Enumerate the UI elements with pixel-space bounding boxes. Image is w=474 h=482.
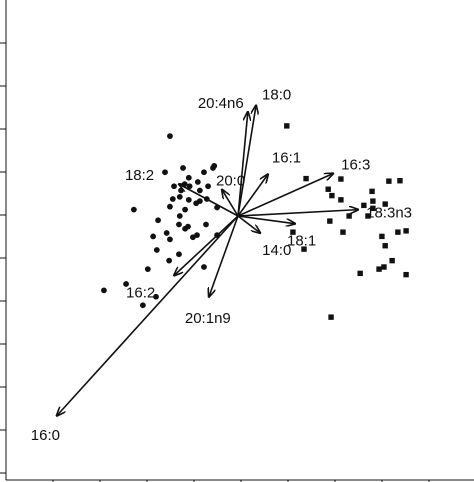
vector-18-3n3-arrow [237,210,358,217]
circle-point [101,287,107,294]
vector-20-4n6-arrow [237,112,248,217]
square-point [361,202,367,209]
square-point [327,218,333,224]
square-point [338,176,344,182]
circle-point [153,247,160,253]
circle-point [176,251,182,258]
circle-point [150,233,157,240]
vector-18-1-label: 18:1 [287,233,316,250]
circle-point [167,236,173,243]
vector-18-0-label: 18:0 [262,87,291,104]
square-point [369,188,375,195]
square-point [340,229,346,235]
vector-14-0-arrow [237,215,260,233]
square-point [303,175,309,182]
circle-point [182,206,189,213]
square-point [382,201,388,207]
circle-point [185,196,192,203]
vector-16-2-label: 16:2 [126,285,155,302]
vector-16-0-label: 16:0 [31,427,60,444]
circle-point [169,196,176,202]
circle-point [196,187,203,194]
circle-point [144,266,151,273]
circle-point [180,165,186,171]
vector-20-1n9-label: 20:1n9 [185,310,231,327]
vector-16-2-arrow [174,215,239,276]
circle-point [139,302,146,309]
data-points [101,123,409,320]
square-point [376,266,382,272]
circle-point [176,193,183,200]
square-point [382,243,388,249]
vector-20-1n9-arrow [209,215,239,297]
circle-point [167,203,173,210]
vector-16-3-label: 16:3 [341,157,370,174]
vector-20-0-arrow [222,190,239,217]
circle-point [153,293,159,300]
square-point [357,270,363,277]
square-point [338,197,344,203]
vector-18-0-arrow [237,106,256,217]
vector-18-1-arrow [237,215,295,224]
circle-point [171,183,177,190]
circle-point [185,174,192,181]
circle-point [210,165,216,171]
vector-14-0-label: 14:0 [262,242,291,259]
square-point [290,229,296,235]
square-point [379,233,385,240]
vector-20-4n6-label: 20:4n6 [198,95,244,112]
square-point [389,257,395,264]
vector-16-1-label: 16:1 [272,149,301,166]
vector-20-0-label: 20:0 [216,173,245,190]
square-point [386,178,392,184]
square-point [301,246,307,252]
circle-point [123,281,129,287]
circle-point [190,234,196,241]
circle-point [182,225,189,232]
circle-point [155,217,161,224]
circle-point [193,200,200,207]
loading-vectors: 20:4n6 18:0 16:1 16:3 18:3n3 18:114:0 18:2 20:0… [31,87,412,444]
circle-point [201,169,207,176]
circle-point [203,221,209,228]
square-point [403,271,409,278]
circle-point [130,206,137,213]
circle-point [176,221,182,228]
vector-18-2-arrow [179,184,239,217]
square-point [328,314,334,320]
circle-point [205,183,211,190]
vector-16-3-arrow [237,174,333,217]
square-point [403,228,409,234]
square-point [370,205,376,212]
vector-18-3n3-label: 18:3n3 [366,205,412,222]
circle-point [201,264,207,270]
circle-point [162,169,168,176]
circle-point [167,133,173,140]
square-point [370,198,376,204]
vector-16-1-arrow [237,174,268,217]
square-point [325,186,331,192]
circle-point [163,230,170,236]
circle-point [176,213,183,219]
square-point [329,192,335,199]
square-point [397,178,403,184]
vector-16-0-arrow [57,215,239,416]
circle-point [166,257,173,264]
square-point [284,123,290,129]
circle-point [194,179,201,185]
square-point [381,264,387,270]
square-point [365,213,371,219]
circle-point [178,187,184,194]
square-point [346,213,352,219]
vector-18-2-label: 18:2 [125,167,154,184]
square-point [395,229,401,235]
